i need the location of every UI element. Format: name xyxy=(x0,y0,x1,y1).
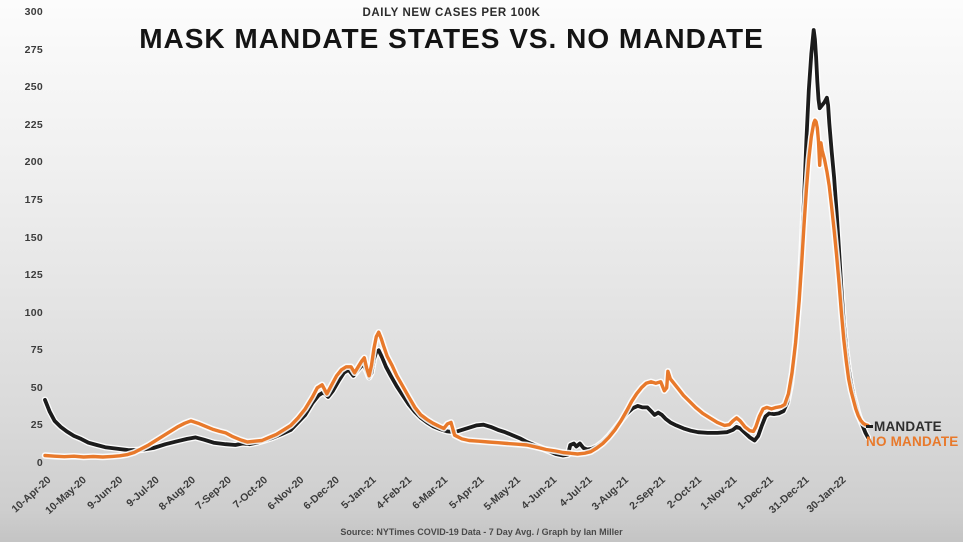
no-mandate-line xyxy=(43,118,870,459)
chart-subtitle: DAILY NEW CASES PER 100K xyxy=(362,7,541,19)
legend: MANDATE NO MANDATE xyxy=(866,419,959,449)
y-axis-tick-label: 75 xyxy=(30,344,43,357)
legend-row-mandate: MANDATE xyxy=(866,419,959,434)
x-axis-tick-label: 4-Feb-21 xyxy=(374,474,415,512)
x-axis-tick-label: 4-Jun-21 xyxy=(518,474,559,512)
source-credit: Source: NYTimes COVID-19 Data - 7 Day Av… xyxy=(340,527,623,537)
x-axis-tick-label: 7-Sep-20 xyxy=(193,474,234,513)
legend-label-no-mandate: NO MANDATE xyxy=(866,434,959,449)
x-axis-tick-label: 1-Nov-21 xyxy=(698,474,740,513)
y-axis-tick-label: 200 xyxy=(24,156,43,169)
legend-row-no-mandate: NO MANDATE xyxy=(866,434,959,449)
y-axis-tick-label: 125 xyxy=(24,269,43,282)
x-axis-tick-label: 30-Jan-22 xyxy=(804,474,849,516)
y-axis-tick-label: 275 xyxy=(24,43,43,56)
x-axis-tick-label: 5-Apr-21 xyxy=(447,474,487,512)
x-axis-tick-label: 9-Jun-20 xyxy=(85,474,126,512)
x-axis-tick-label: 6-Mar-21 xyxy=(410,474,451,512)
x-axis-tick-label: 6-Nov-20 xyxy=(265,474,307,513)
y-axis-tick-label: 100 xyxy=(24,306,43,319)
x-axis-tick-label: 6-Dec-20 xyxy=(301,474,343,513)
x-axis-tick-label: 2-Oct-21 xyxy=(664,474,704,512)
y-axis-tick-label: 150 xyxy=(24,231,43,244)
chart-title: MASK MANDATE STATES VS. NO MANDATE xyxy=(139,23,764,54)
y-axis-tick-label: 0 xyxy=(36,457,43,469)
mandate-line-end-dash xyxy=(866,425,873,428)
y-axis-tick-label: 175 xyxy=(24,193,43,206)
y-axis: 0 25 50 75 100 125 150 175 200 225 250 275 300 xyxy=(0,0,45,542)
y-axis-tick-label: 250 xyxy=(24,81,43,94)
x-axis-tick-label: 3-Aug-21 xyxy=(589,474,632,513)
x-axis-tick-label: 7-Oct-20 xyxy=(230,474,270,512)
x-axis-tick-label: 2-Sep-21 xyxy=(626,474,668,513)
legend-label-mandate: MANDATE xyxy=(874,419,942,434)
y-axis-tick-label: 225 xyxy=(24,118,43,131)
y-axis-tick-label: 50 xyxy=(30,381,43,394)
y-axis-tick-label: 300 xyxy=(24,6,43,18)
x-axis-tick-label: 8-Aug-20 xyxy=(156,474,198,513)
y-axis-tick-label: 25 xyxy=(30,419,43,432)
x-axis-tick-label: 5-May-21 xyxy=(481,474,523,513)
x-axis-tick-label: 5-Jan-21 xyxy=(338,474,379,512)
